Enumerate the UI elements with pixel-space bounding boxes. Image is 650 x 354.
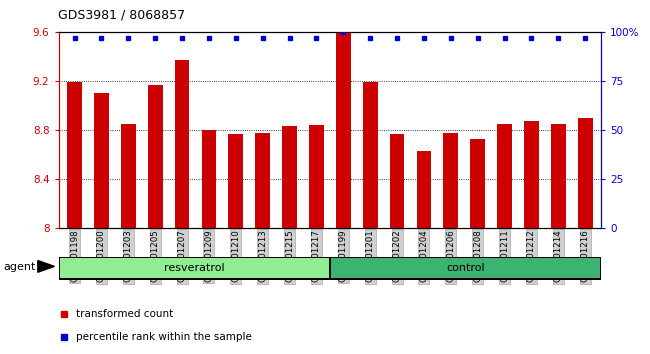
Bar (148, 85, 162, 228)
Text: percentile rank within the sample: percentile rank within the sample (76, 332, 252, 342)
Bar (282, 126, 297, 228)
Bar (417, 151, 432, 228)
Bar (94, 93, 109, 228)
Bar (524, 121, 539, 228)
Bar (470, 139, 485, 228)
Bar (228, 134, 243, 228)
Text: control: control (447, 263, 485, 273)
Text: resveratrol: resveratrol (164, 263, 224, 273)
Bar (389, 134, 404, 228)
Bar (363, 82, 378, 228)
Bar (497, 124, 512, 228)
Bar (332, 258, 600, 278)
Bar (60, 258, 328, 278)
Text: agent: agent (3, 262, 36, 272)
Bar (551, 124, 566, 228)
Polygon shape (38, 261, 55, 272)
Bar (578, 118, 593, 228)
Bar (67, 82, 82, 228)
Text: GDS3981 / 8068857: GDS3981 / 8068857 (58, 9, 186, 22)
Bar (121, 124, 136, 228)
Bar (309, 125, 324, 228)
Bar (202, 130, 216, 228)
Text: transformed count: transformed count (76, 309, 173, 319)
Bar (255, 132, 270, 228)
Bar (336, 32, 351, 228)
Bar (175, 60, 190, 228)
Bar (443, 132, 458, 228)
